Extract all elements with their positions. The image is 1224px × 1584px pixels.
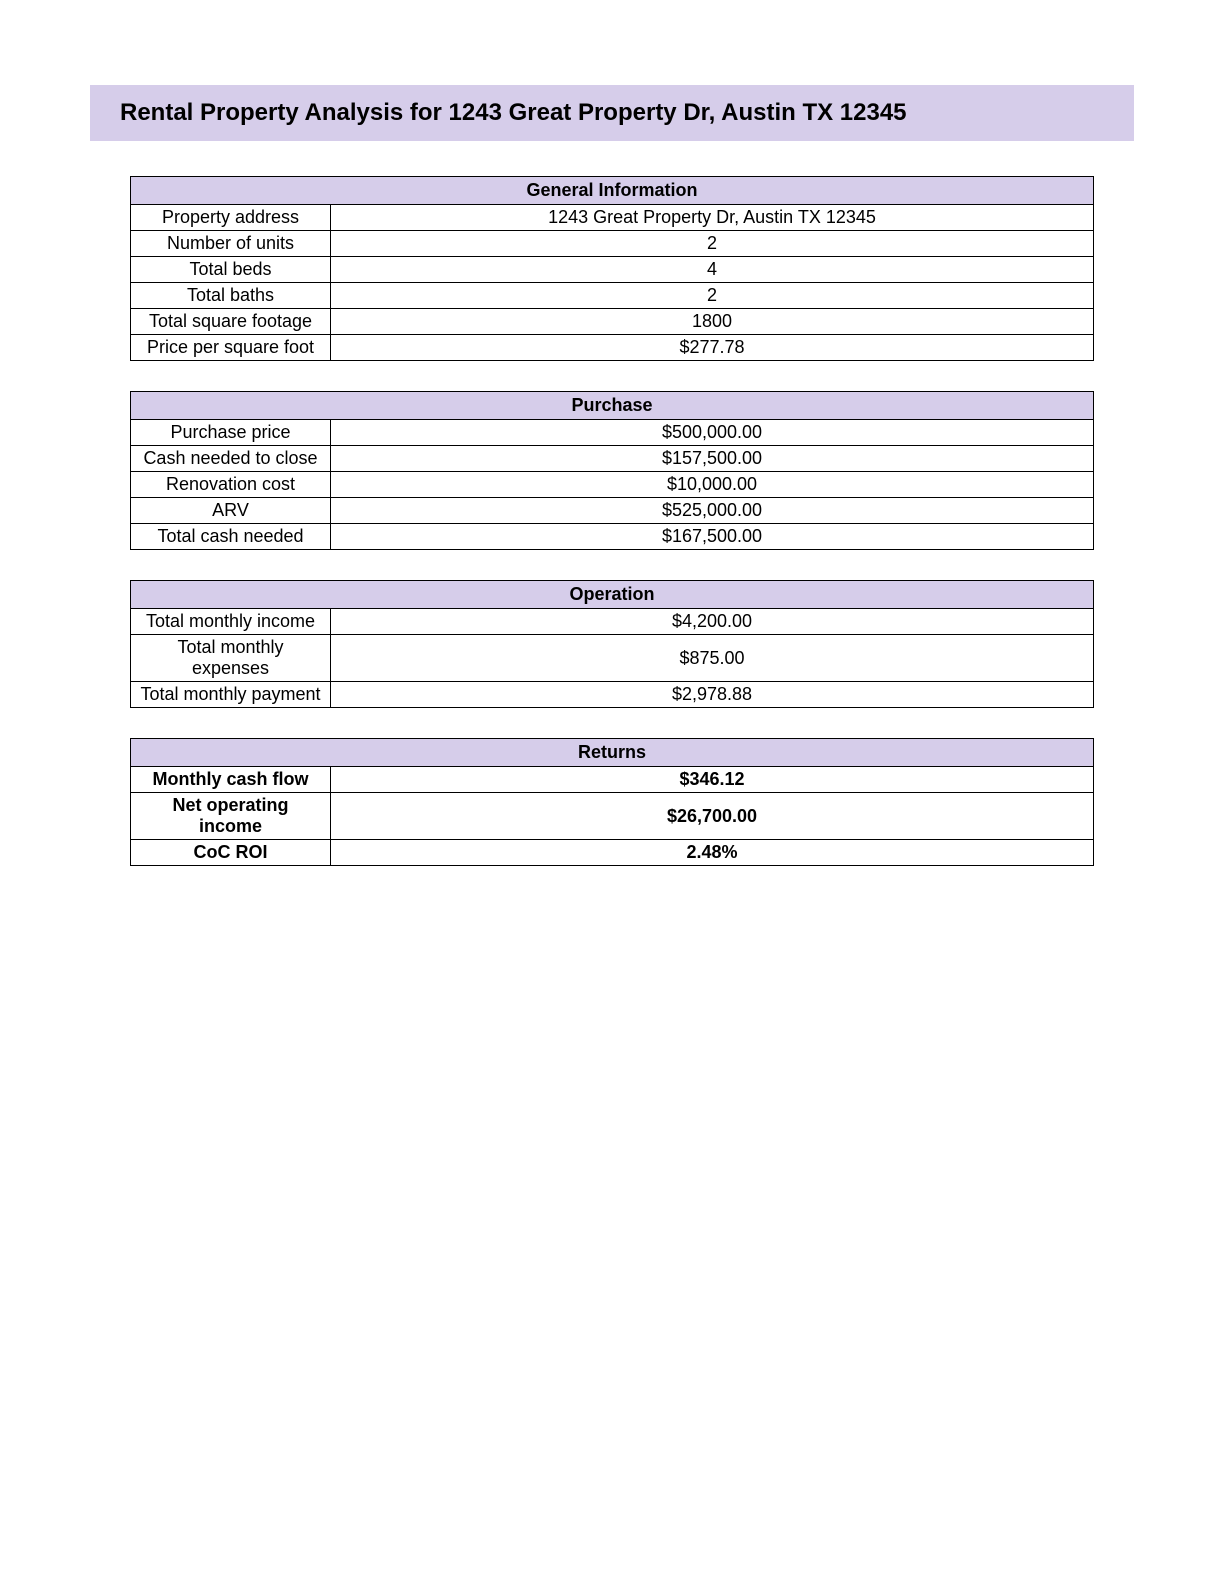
label-units: Number of units: [131, 231, 331, 257]
label-coc-roi: CoC ROI: [131, 840, 331, 866]
table-row: Total cash needed $167,500.00: [131, 524, 1094, 550]
value-beds: 4: [331, 257, 1094, 283]
value-baths: 2: [331, 283, 1094, 309]
tables-container: General Information Property address 124…: [90, 176, 1134, 866]
table-row: Net operating income $26,700.00: [131, 793, 1094, 840]
value-coc-roi: 2.48%: [331, 840, 1094, 866]
table-row: Total monthly expenses $875.00: [131, 635, 1094, 682]
value-renovation: $10,000.00: [331, 472, 1094, 498]
returns-header: Returns: [131, 739, 1094, 767]
purchase-table: Purchase Purchase price $500,000.00 Cash…: [130, 391, 1094, 550]
table-row: Number of units 2: [131, 231, 1094, 257]
label-monthly-expenses: Total monthly expenses: [131, 635, 331, 682]
table-row: Property address 1243 Great Property Dr,…: [131, 205, 1094, 231]
operation-header: Operation: [131, 581, 1094, 609]
table-row: ARV $525,000.00: [131, 498, 1094, 524]
table-row: Total square footage 1800: [131, 309, 1094, 335]
label-noi: Net operating income: [131, 793, 331, 840]
value-noi: $26,700.00: [331, 793, 1094, 840]
value-total-cash: $167,500.00: [331, 524, 1094, 550]
label-sqft: Total square footage: [131, 309, 331, 335]
table-row: Cash needed to close $157,500.00: [131, 446, 1094, 472]
table-row: Monthly cash flow $346.12: [131, 767, 1094, 793]
table-row: CoC ROI 2.48%: [131, 840, 1094, 866]
table-row: Renovation cost $10,000.00: [131, 472, 1094, 498]
table-row: Price per square foot $277.78: [131, 335, 1094, 361]
table-row: Total monthly income $4,200.00: [131, 609, 1094, 635]
purchase-header: Purchase: [131, 392, 1094, 420]
table-row: Purchase price $500,000.00: [131, 420, 1094, 446]
value-arv: $525,000.00: [331, 498, 1094, 524]
label-property-address: Property address: [131, 205, 331, 231]
label-monthly-payment: Total monthly payment: [131, 682, 331, 708]
operation-table: Operation Total monthly income $4,200.00…: [130, 580, 1094, 708]
label-cash-close: Cash needed to close: [131, 446, 331, 472]
value-property-address: 1243 Great Property Dr, Austin TX 12345: [331, 205, 1094, 231]
label-renovation: Renovation cost: [131, 472, 331, 498]
label-cash-flow: Monthly cash flow: [131, 767, 331, 793]
table-row: Total beds 4: [131, 257, 1094, 283]
general-header: General Information: [131, 177, 1094, 205]
value-monthly-income: $4,200.00: [331, 609, 1094, 635]
label-baths: Total baths: [131, 283, 331, 309]
value-purchase-price: $500,000.00: [331, 420, 1094, 446]
value-price-per-sqft: $277.78: [331, 335, 1094, 361]
label-beds: Total beds: [131, 257, 331, 283]
value-monthly-payment: $2,978.88: [331, 682, 1094, 708]
table-row: Total baths 2: [131, 283, 1094, 309]
value-cash-close: $157,500.00: [331, 446, 1094, 472]
label-monthly-income: Total monthly income: [131, 609, 331, 635]
general-info-table: General Information Property address 124…: [130, 176, 1094, 361]
label-total-cash: Total cash needed: [131, 524, 331, 550]
value-units: 2: [331, 231, 1094, 257]
returns-table: Returns Monthly cash flow $346.12 Net op…: [130, 738, 1094, 866]
label-arv: ARV: [131, 498, 331, 524]
value-cash-flow: $346.12: [331, 767, 1094, 793]
table-row: Total monthly payment $2,978.88: [131, 682, 1094, 708]
value-sqft: 1800: [331, 309, 1094, 335]
value-monthly-expenses: $875.00: [331, 635, 1094, 682]
page-title: Rental Property Analysis for 1243 Great …: [90, 85, 1134, 141]
label-purchase-price: Purchase price: [131, 420, 331, 446]
label-price-per-sqft: Price per square foot: [131, 335, 331, 361]
